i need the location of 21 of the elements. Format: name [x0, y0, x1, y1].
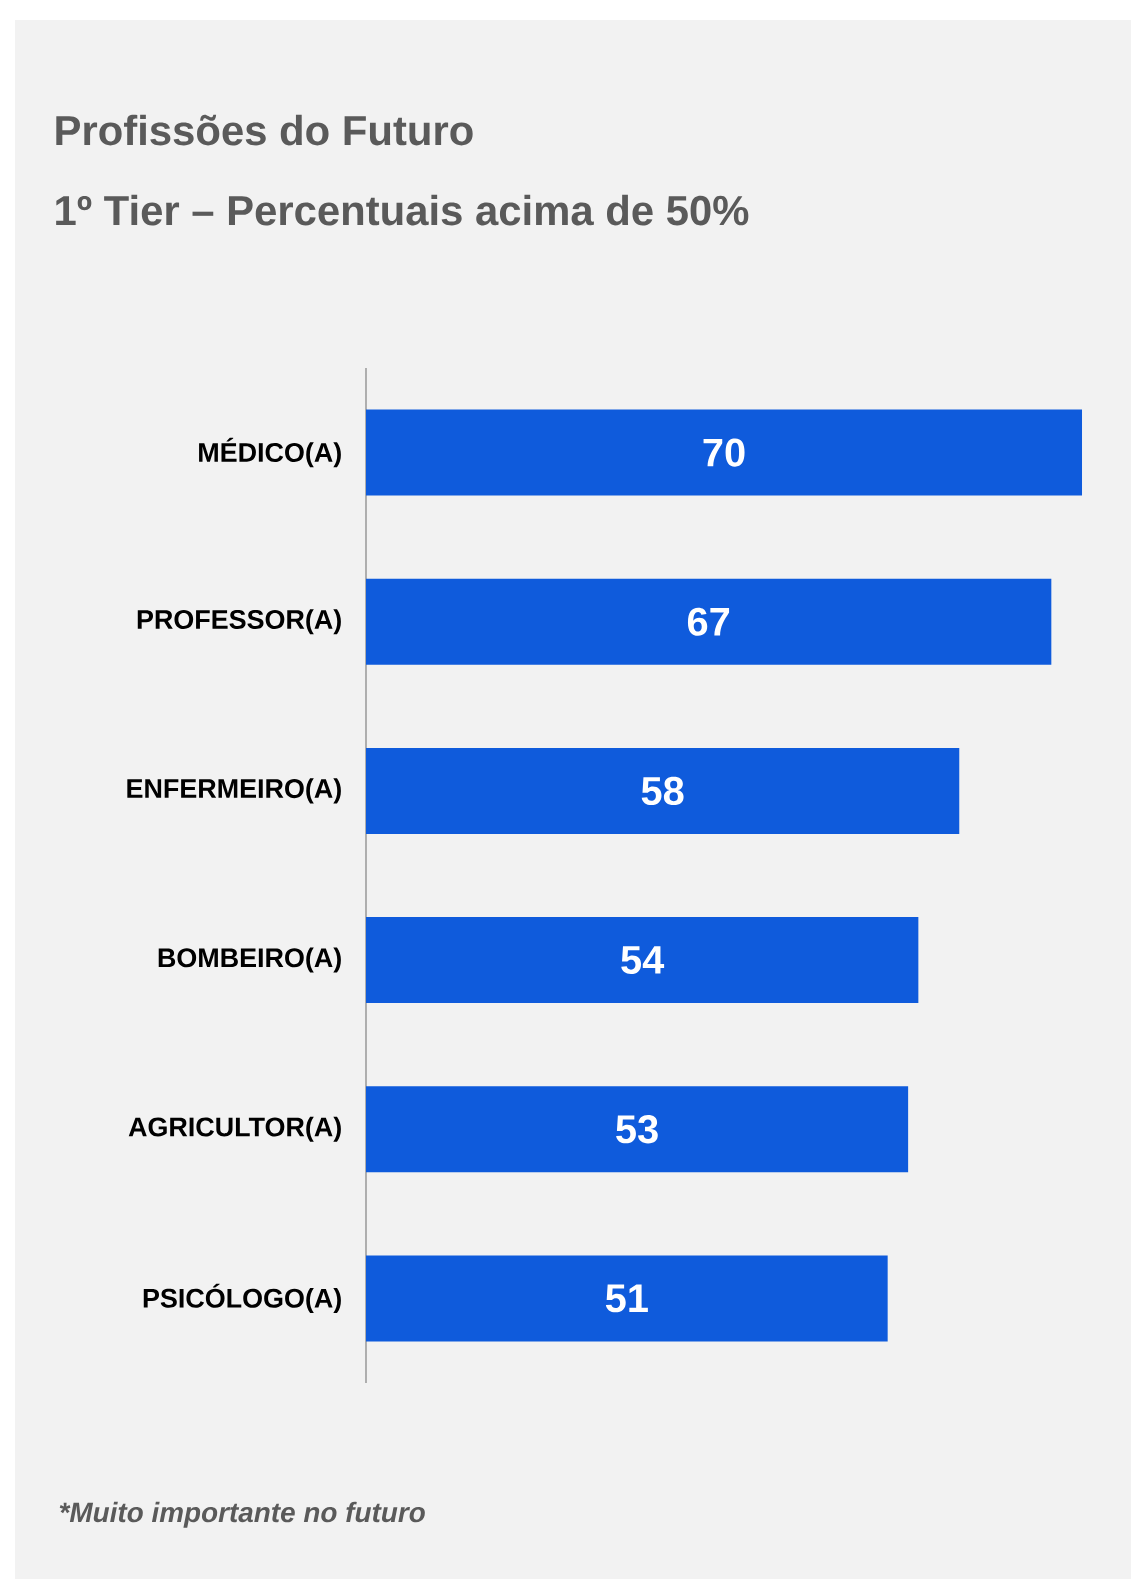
y-tick-label: AGRICULTOR(A) — [128, 1116, 341, 1142]
y-tick-label: BOMBEIRO(A) — [158, 947, 341, 973]
y-tick-label: ENFERMEIRO(A) — [127, 778, 341, 804]
text: *Muito importante no futuro — [59, 1501, 425, 1528]
data-label: 67 — [687, 607, 730, 636]
chart-title: Profissões do Futuro — [56, 114, 473, 146]
data-label: 54 — [621, 946, 665, 974]
bar — [366, 578, 1052, 665]
bar — [366, 1086, 909, 1173]
chart-subtitle: 1º Tier – Percentuais acima de 50% — [56, 194, 749, 226]
data-label: 51 — [605, 1284, 648, 1313]
bar — [366, 409, 1083, 496]
y-tick-label: PROFESSOR(A) — [137, 609, 341, 635]
data-label: 70 — [703, 438, 745, 467]
y-tick-label: PSICÓLOGO(A) — [143, 1283, 341, 1314]
data-label: 58 — [641, 776, 684, 806]
bar — [366, 1255, 888, 1342]
y-tick-label: MÉDICO(A) — [199, 437, 341, 468]
bar — [366, 747, 960, 834]
bar — [366, 917, 919, 1004]
data-label: 53 — [616, 1115, 658, 1144]
